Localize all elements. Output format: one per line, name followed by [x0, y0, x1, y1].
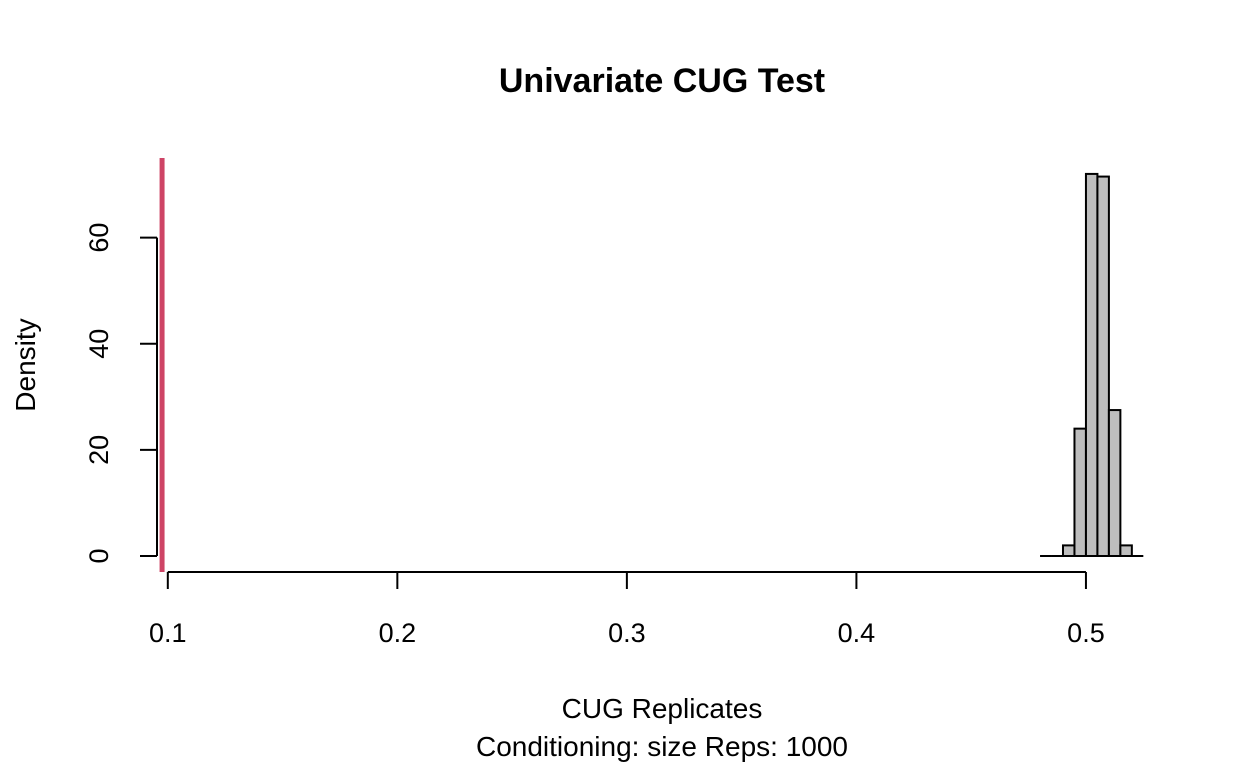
y-tick-label: 60 — [84, 223, 114, 253]
x-tick-label: 0.3 — [608, 618, 646, 648]
chart-title: Univariate CUG Test — [499, 62, 825, 100]
y-tick-label: 20 — [84, 435, 114, 465]
y-tick-label: 0 — [84, 548, 114, 563]
histogram-bar — [1119, 544, 1133, 557]
x-axis-label: CUG Replicates — [562, 693, 763, 724]
histogram-bar — [1096, 175, 1110, 557]
x-tick-label: 0.5 — [1067, 618, 1105, 648]
y-tick-label: 40 — [84, 329, 114, 359]
x-tick-label: 0.4 — [838, 618, 876, 648]
x-axis-subtitle: Conditioning: size Reps: 1000 — [476, 731, 848, 762]
histogram-bar — [1061, 544, 1076, 557]
y-axis-label: Density — [10, 318, 41, 411]
x-axis: 0.1 0.2 0.3 0.4 0.5 — [149, 571, 1105, 648]
y-axis: 0 20 40 60 — [84, 223, 158, 564]
plot-area — [159, 158, 1144, 572]
histogram-bar — [1073, 427, 1087, 558]
x-tick-label: 0.2 — [379, 618, 417, 648]
histogram-bar — [1107, 409, 1122, 558]
x-tick-label: 0.1 — [149, 618, 187, 648]
histogram-bar — [1084, 172, 1099, 557]
